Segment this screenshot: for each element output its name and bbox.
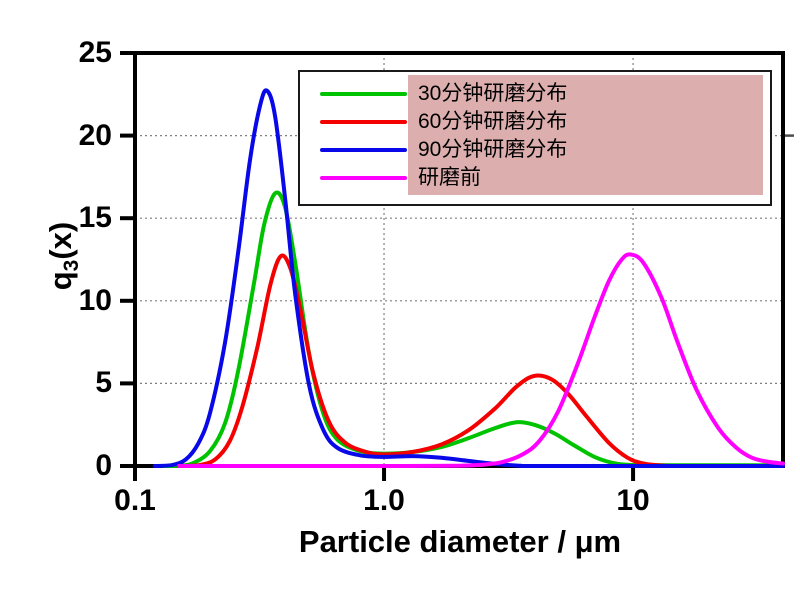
legend-label: 研磨前 (418, 166, 481, 189)
y-tick-label-5: 5 (95, 366, 112, 399)
y-axis-title: q3(x) (43, 186, 84, 326)
legend-rows: 30分钟研磨分布 60分钟研磨分布 90分钟研磨分布 研磨前 (300, 72, 770, 192)
legend-line-icon (320, 148, 407, 152)
legend-label: 60分钟研磨分布 (418, 110, 568, 133)
y-axis-title-rest: (x) (43, 221, 78, 260)
y-tick-label-10: 10 (78, 284, 112, 317)
legend-item-90min: 90分钟研磨分布 (300, 136, 770, 164)
legend-item-30min: 30分钟研磨分布 (300, 80, 770, 108)
legend-label: 30分钟研磨分布 (418, 82, 568, 105)
y-tick-label-0: 0 (95, 449, 112, 482)
y-tick-label-20: 20 (78, 119, 112, 152)
series-curve-3 (176, 252, 785, 469)
x-tick-label-1.0: 1.0 (363, 484, 405, 517)
y-axis-title-sub: 3 (60, 259, 84, 272)
legend-label: 90分钟研磨分布 (418, 138, 568, 161)
legend: 30分钟研磨分布 60分钟研磨分布 90分钟研磨分布 研磨前 (298, 70, 772, 206)
x-tick-label-10: 10 (616, 484, 650, 517)
legend-item-60min: 60分钟研磨分布 (300, 108, 770, 136)
x-axis-title: Particle diameter / μm (298, 524, 622, 559)
x-tick-label-0.1: 0.1 (114, 484, 156, 517)
y-axis-title-base: q (43, 271, 78, 291)
y-tick-label-25: 25 (78, 36, 112, 69)
legend-item-before: 研磨前 (300, 164, 770, 192)
legend-line-icon (320, 176, 407, 180)
legend-line-icon (320, 92, 407, 96)
y-tick-label-15: 15 (78, 201, 112, 234)
legend-highlight (408, 75, 763, 195)
series-curve-1 (176, 253, 785, 469)
legend-line-icon (320, 120, 407, 124)
